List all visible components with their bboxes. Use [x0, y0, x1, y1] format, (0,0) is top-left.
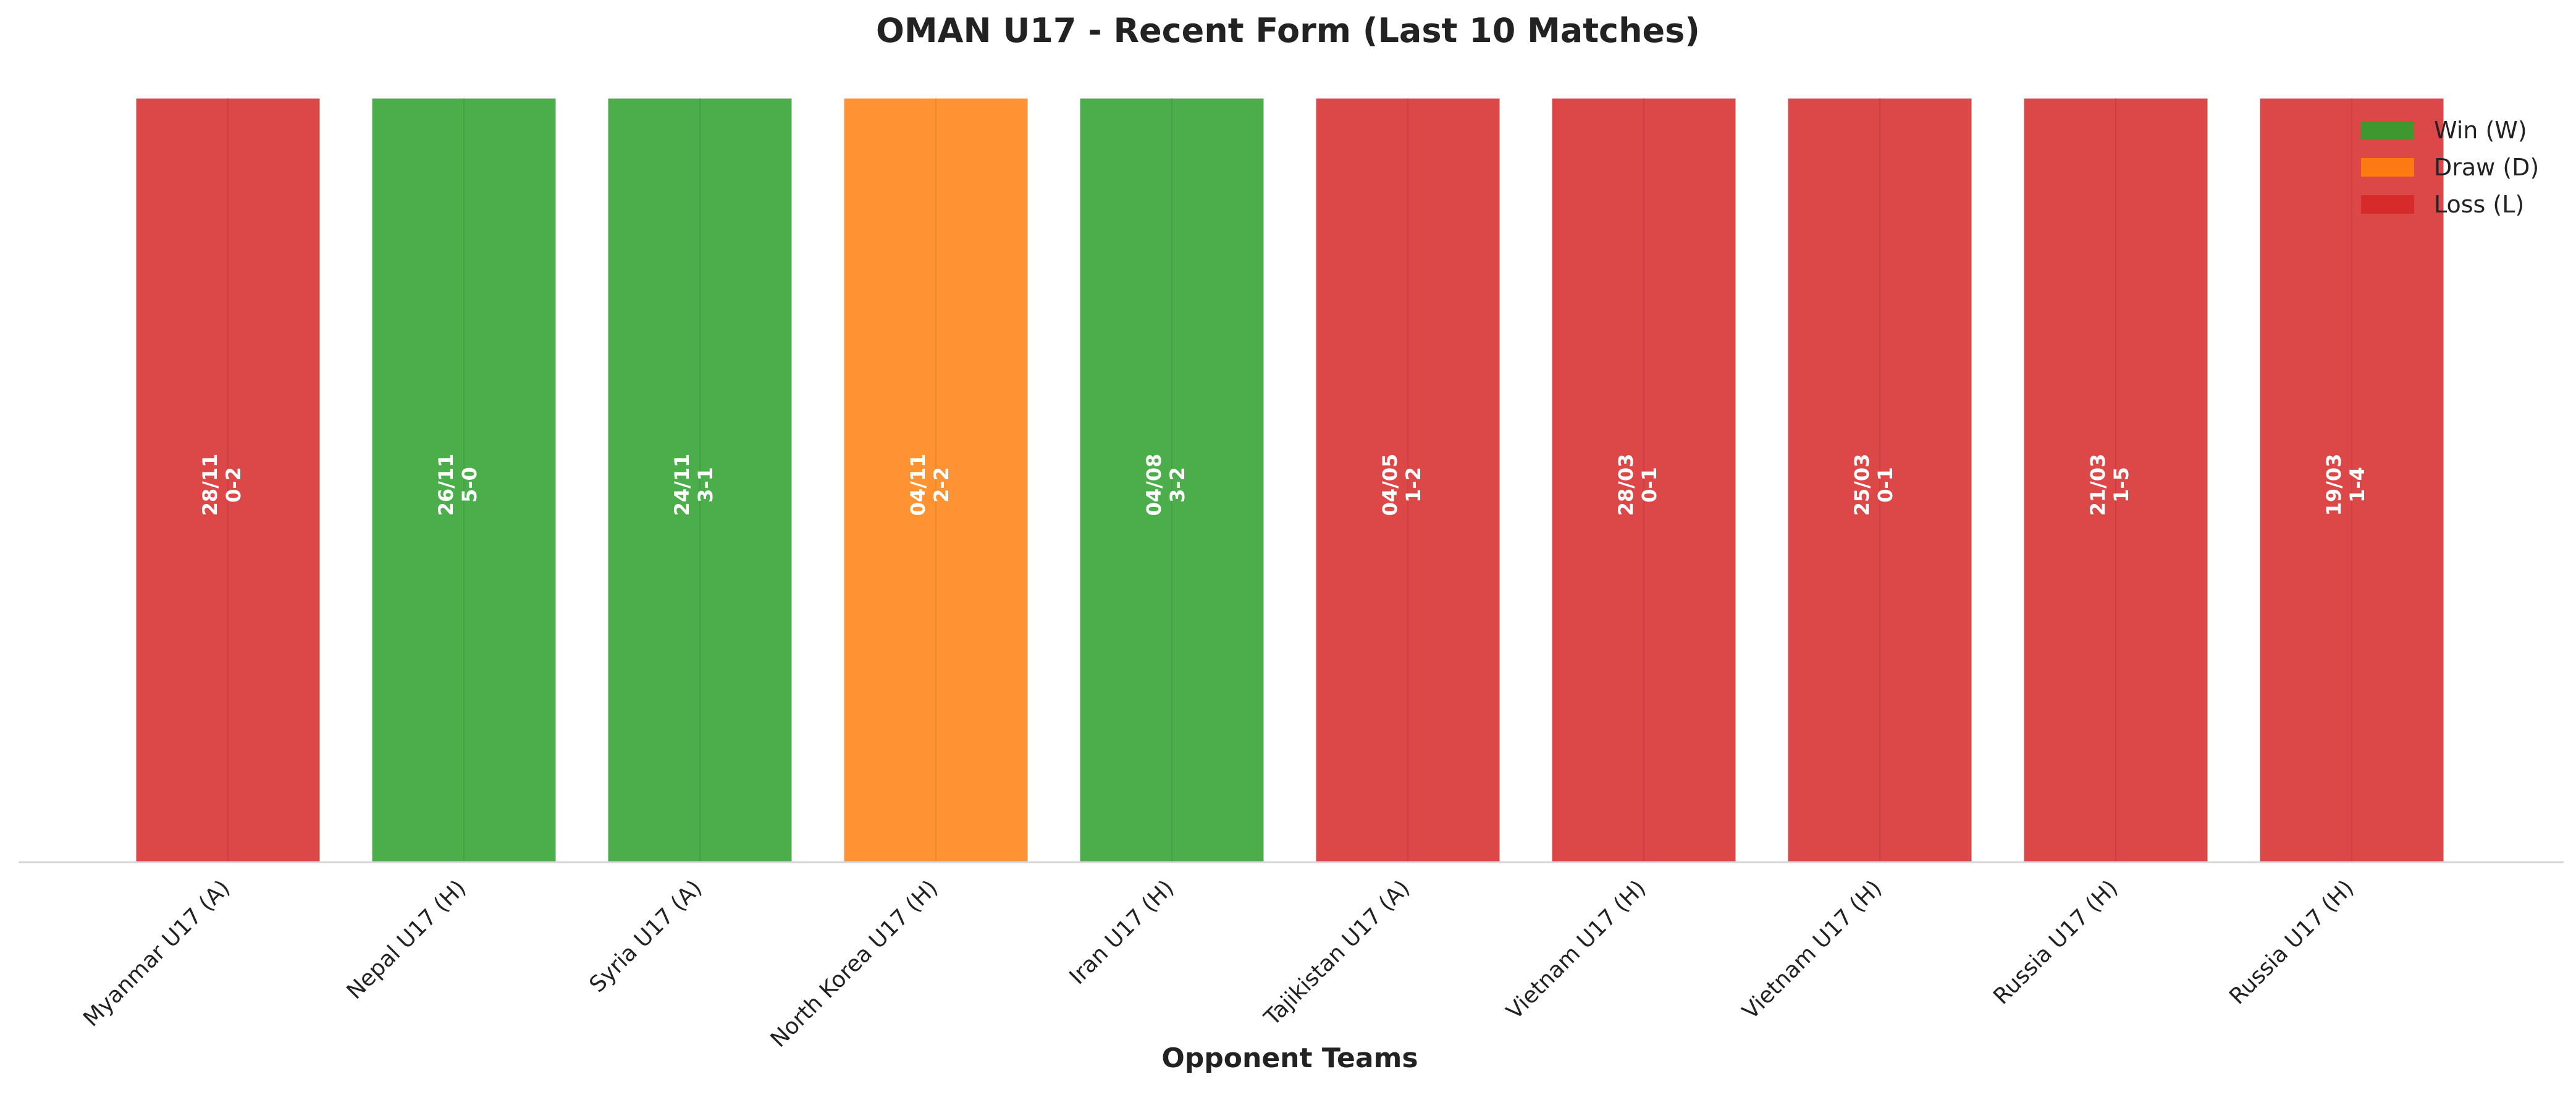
- bar-date-label: 28/11: [198, 454, 222, 516]
- x-tick-label: Russia U17 (H): [2225, 875, 2359, 1009]
- bar-score-label: 2-2: [930, 467, 953, 503]
- bar-date-label: 04/05: [1378, 454, 1402, 516]
- x-tick-label: Syria U17 (A): [585, 875, 707, 997]
- bar-10: [2258, 96, 2446, 863]
- bar-score-label: 1-2: [1402, 467, 1425, 503]
- bar-date-label: 26/11: [434, 454, 458, 516]
- bar-date-label: 21/03: [2086, 454, 2110, 516]
- legend-swatch-d: [2361, 158, 2414, 177]
- bar-1: [134, 96, 322, 863]
- bar-4: [842, 96, 1030, 863]
- bar-date-label: 19/03: [2322, 454, 2346, 516]
- bar-date-label: 04/11: [906, 454, 930, 516]
- bar-score-label: 0-1: [1874, 467, 1897, 503]
- bar-date-label: 24/11: [670, 454, 694, 516]
- chart-title: OMAN U17 - Recent Form (Last 10 Matches): [876, 11, 1700, 50]
- bar-score-label: 0-1: [1638, 467, 1661, 503]
- bar-score-label: 3-2: [1166, 467, 1189, 503]
- bar-score-label: 3-1: [694, 467, 717, 503]
- legend-swatch-w: [2361, 121, 2414, 140]
- x-tick-labels: Myanmar U17 (A) Nepal U17 (H) Syria U17 (A…: [78, 875, 2359, 1052]
- bars-layer: 28/11 0-2 26/11 5-0 24/11 3-1 04/11 2-2 04/08 3-2…: [134, 96, 2446, 863]
- legend-label-d: Draw (D): [2434, 154, 2539, 181]
- bar-score-label: 5-0: [458, 467, 481, 503]
- bar-date-label: 25/03: [1850, 454, 1874, 516]
- bar-date-label: 28/03: [1614, 454, 1638, 516]
- legend: Win (W) Draw (D) Loss (L): [2361, 117, 2539, 218]
- bar-6: [1314, 96, 1502, 863]
- bar-score-label: 1-5: [2110, 467, 2133, 503]
- bar-5: [1078, 96, 1266, 863]
- x-tick-label: Iran U17 (H): [1064, 875, 1179, 989]
- legend-swatch-l: [2361, 195, 2414, 214]
- legend-label-l: Loss (L): [2434, 191, 2524, 218]
- x-tick-label: Myanmar U17 (A): [78, 875, 235, 1031]
- bar-3: [606, 96, 794, 863]
- bar-date-label: 04/08: [1142, 454, 1166, 516]
- bar-score-label: 0-2: [222, 467, 245, 503]
- bar-7: [1550, 96, 1738, 863]
- bar-score-label: 1-4: [2346, 467, 2369, 503]
- x-tick-label: Vietnam U17 (H): [1738, 875, 1887, 1024]
- x-tick-label: Nepal U17 (H): [342, 875, 471, 1004]
- bar-8: [1786, 96, 1974, 863]
- x-tick-label: Tajikistan U17 (A): [1259, 875, 1415, 1031]
- legend-label-w: Win (W): [2434, 117, 2527, 144]
- x-axis-label: Opponent Teams: [1161, 1043, 1418, 1074]
- x-tick-label: Vietnam U17 (H): [1502, 875, 1651, 1024]
- bar-2: [370, 96, 558, 863]
- x-tick-label: North Korea U17 (H): [766, 875, 943, 1052]
- x-tick-label: Russia U17 (H): [1989, 875, 2123, 1009]
